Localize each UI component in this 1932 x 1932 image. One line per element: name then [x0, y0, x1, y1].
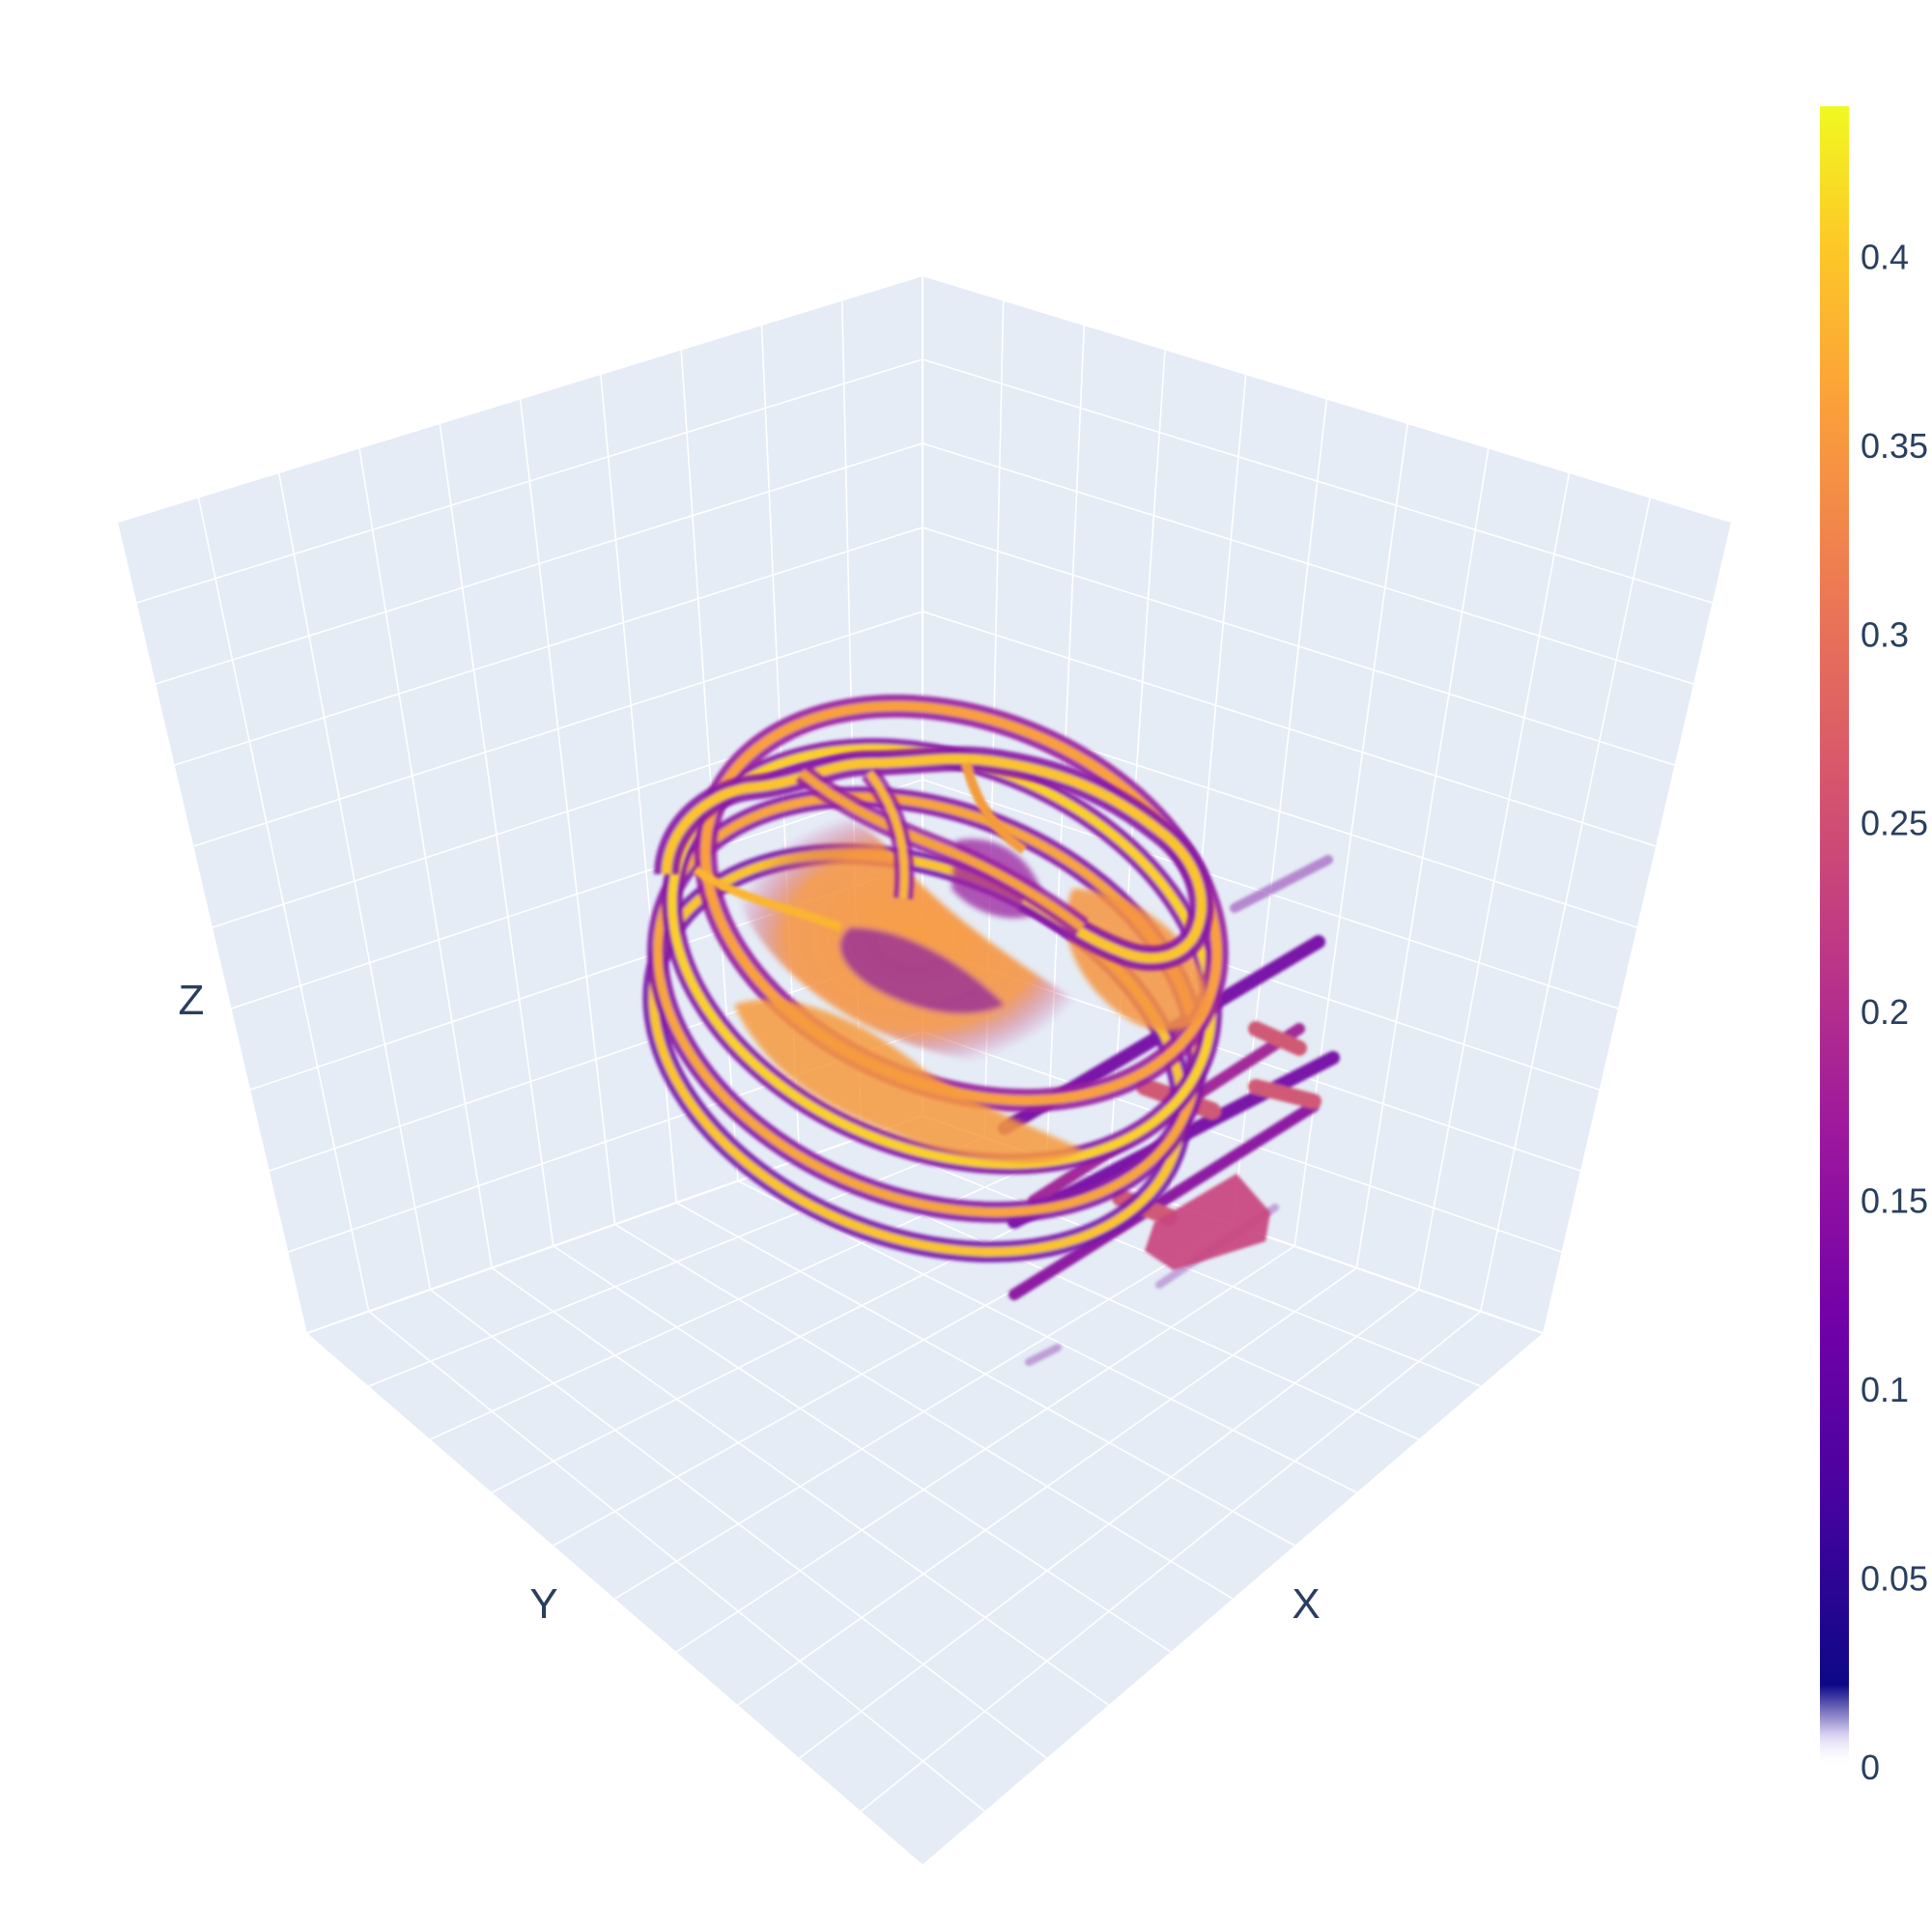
x-axis-title: X [1292, 1580, 1320, 1628]
colorbar: 0 0.05 0.1 0.15 0.2 0.25 0.3 0.35 0.4 [1820, 106, 1928, 1787]
colorbar-tick-label: 0.3 [1861, 614, 1909, 654]
pane-left-wall [118, 275, 923, 1333]
colorbar-ticks: 0 0.05 0.1 0.15 0.2 0.25 0.3 0.35 0.4 [1861, 237, 1928, 1787]
colorbar-tick-label: 0.15 [1861, 1181, 1928, 1221]
colorbar-tick-label: 0.1 [1861, 1370, 1909, 1409]
volume-render [642, 694, 1340, 1366]
z-axis-title: Z [179, 977, 205, 1024]
colorbar-tick-label: 0.2 [1861, 992, 1909, 1032]
volume-top-cap [654, 746, 1214, 971]
volume-block [1145, 1174, 1270, 1270]
pane-right-wall [923, 275, 1731, 1333]
colorbar-tick-label: 0.35 [1861, 426, 1928, 466]
colorbar-tick-label: 0.4 [1861, 237, 1909, 276]
y-axis-title: Y [529, 1580, 557, 1628]
colorbar-tick-label: 0 [1861, 1747, 1880, 1787]
colorbar-tick-label: 0.05 [1861, 1559, 1928, 1599]
colorbar-gradient [1820, 106, 1849, 1768]
colorbar-tick-label: 0.25 [1861, 804, 1928, 843]
scene-panes [117, 273, 1732, 1864]
